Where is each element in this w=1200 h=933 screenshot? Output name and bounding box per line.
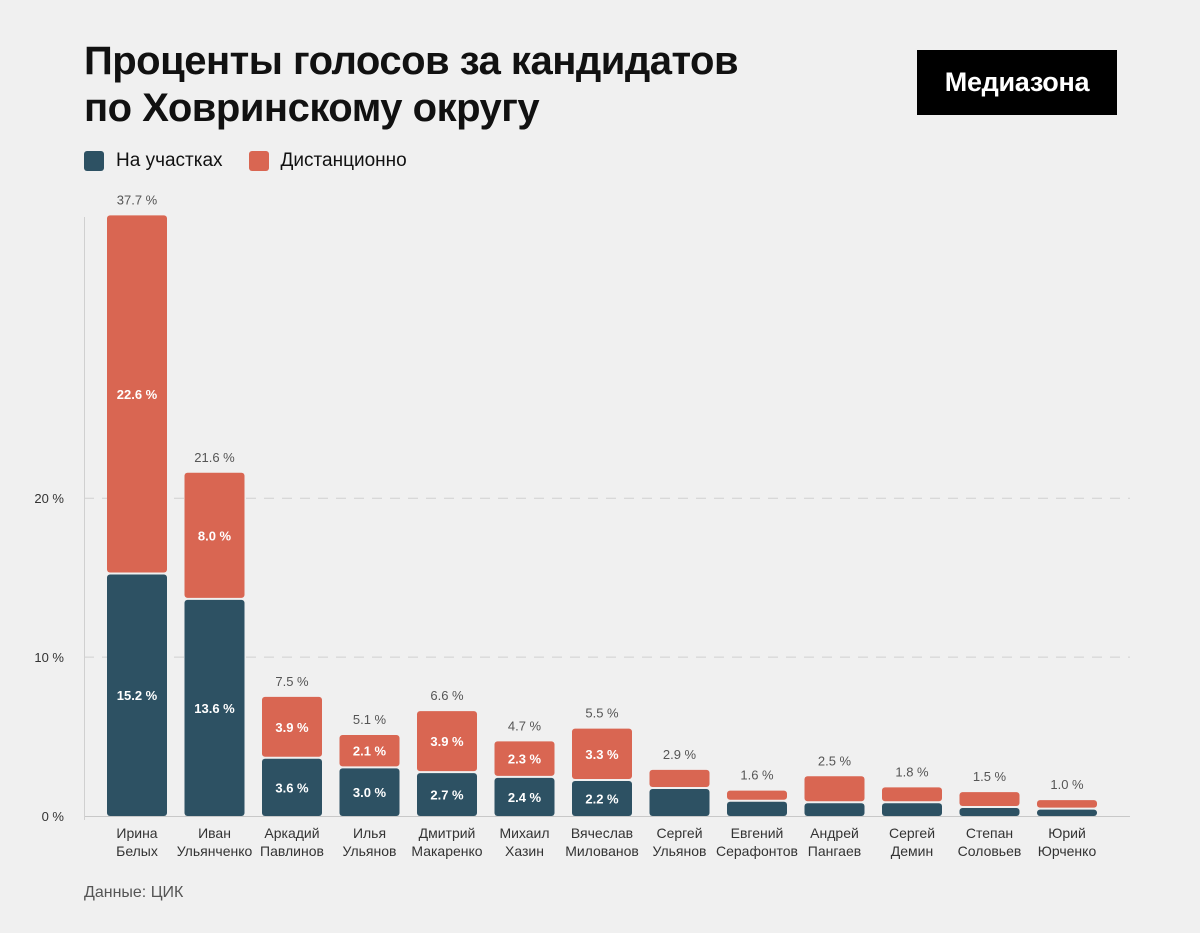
legend-label-in-person: На участках <box>116 150 223 171</box>
category-label-3-0: Илья <box>353 825 386 841</box>
bar-remote-5 <box>494 741 555 776</box>
y-tick-label-2: 20 % <box>34 491 64 506</box>
category-label-0-0: Ирина <box>116 825 157 841</box>
category-label-0-1: Белых <box>116 843 158 859</box>
total-label-7: 2.9 % <box>663 747 697 762</box>
bar-remote-9 <box>804 776 865 802</box>
category-label-9-1: Пангаев <box>808 843 861 859</box>
category-label-12-0: Юрий <box>1048 825 1086 841</box>
category-label-4-0: Дмитрий <box>419 825 476 841</box>
label-in-person-4: 2.7 % <box>430 788 464 803</box>
bar-remote-10 <box>882 787 942 802</box>
total-label-5: 4.7 % <box>508 718 542 733</box>
total-label-4: 6.6 % <box>430 688 464 703</box>
category-label-12-1: Юрченко <box>1038 843 1097 859</box>
category-label-11-0: Степан <box>966 825 1013 841</box>
total-label-9: 2.5 % <box>818 753 852 768</box>
total-label-3: 5.1 % <box>353 712 387 727</box>
category-label-9-0: Андрей <box>810 825 859 841</box>
bar-remote-8 <box>727 790 787 800</box>
bar-in-person-11 <box>959 808 1020 816</box>
total-label-10: 1.8 % <box>895 764 929 779</box>
label-remote-2: 3.9 % <box>275 720 309 735</box>
bar-in-person-5 <box>494 777 555 816</box>
chart-title-line-2: по Ховринскому округу <box>84 86 540 130</box>
bar-in-person-12 <box>1037 809 1097 816</box>
label-in-person-5: 2.4 % <box>508 790 542 805</box>
mediazona-logo: Медиазона <box>917 50 1117 115</box>
category-label-5-0: Михаил <box>499 825 549 841</box>
category-label-11-1: Соловьев <box>958 843 1022 859</box>
bar-remote-0 <box>107 215 167 573</box>
legend-swatch-in-person <box>84 151 104 171</box>
bar-in-person-9 <box>804 803 865 816</box>
category-label-5-1: Хазин <box>505 843 544 859</box>
y-tick-label-1: 10 % <box>34 650 64 665</box>
label-remote-6: 3.3 % <box>585 747 619 762</box>
legend-item-remote: Дистанционно <box>248 150 407 172</box>
total-label-11: 1.5 % <box>973 769 1007 784</box>
bar-in-person-8 <box>727 801 787 816</box>
category-label-1-1: Ульянченко <box>177 843 253 859</box>
bar-remote-3 <box>339 734 400 767</box>
category-label-6-0: Вячеслав <box>571 825 633 841</box>
bar-in-person-1 <box>184 599 245 816</box>
total-label-1: 21.6 % <box>194 450 235 465</box>
total-label-8: 1.6 % <box>740 768 774 783</box>
label-in-person-1: 13.6 % <box>194 701 235 716</box>
bar-in-person-2 <box>262 758 322 816</box>
bar-remote-12 <box>1037 800 1097 808</box>
bar-remote-2 <box>262 696 322 757</box>
legend-swatch-remote <box>248 151 269 171</box>
total-label-0: 37.7 % <box>117 192 158 207</box>
bar-remote-7 <box>649 769 710 787</box>
category-label-4-1: Макаренко <box>411 843 482 859</box>
category-label-2-1: Павлинов <box>260 843 324 859</box>
label-in-person-6: 2.2 % <box>585 792 619 807</box>
bar-remote-6 <box>572 728 632 780</box>
chart-legend: На участках Дистанционно <box>84 150 433 172</box>
bar-in-person-7 <box>649 788 710 816</box>
legend-item-in-person: На участках <box>84 150 223 172</box>
y-tick-label-0: 0 % <box>42 809 65 824</box>
bar-remote-1 <box>184 472 245 598</box>
category-label-10-1: Демин <box>891 843 933 859</box>
label-in-person-0: 15.2 % <box>117 688 158 703</box>
total-label-2: 7.5 % <box>275 674 309 689</box>
label-in-person-2: 3.6 % <box>275 780 309 795</box>
category-label-2-0: Аркадий <box>264 825 319 841</box>
chart-title-line-1: Проценты голосов за кандидатов <box>84 39 739 83</box>
bar-in-person-6 <box>572 781 632 816</box>
total-label-12: 1.0 % <box>1050 777 1084 792</box>
label-remote-4: 3.9 % <box>430 734 464 749</box>
data-source-note: Данные: ЦИК <box>84 884 184 901</box>
label-remote-1: 8.0 % <box>198 528 232 543</box>
category-label-1-0: Иван <box>198 825 231 841</box>
category-label-8-1: Серафонтов <box>716 843 798 859</box>
chart-title: Проценты голосов за кандидатов по Ховрин… <box>84 38 844 132</box>
label-remote-3: 2.1 % <box>353 744 387 759</box>
category-label-3-1: Ульянов <box>343 843 397 859</box>
category-label-7-1: Ульянов <box>653 843 707 859</box>
category-label-7-0: Сергей <box>656 825 702 841</box>
category-label-8-0: Евгений <box>731 825 784 841</box>
bar-in-person-0 <box>107 574 167 816</box>
label-remote-0: 22.6 % <box>117 387 158 402</box>
label-in-person-3: 3.0 % <box>353 785 387 800</box>
total-label-6: 5.5 % <box>585 706 619 721</box>
category-label-10-0: Сергей <box>889 825 935 841</box>
bar-in-person-3 <box>339 768 400 816</box>
label-remote-5: 2.3 % <box>508 752 542 767</box>
bar-in-person-10 <box>882 803 942 816</box>
legend-label-remote: Дистанционно <box>280 150 407 171</box>
bar-remote-11 <box>959 792 1020 807</box>
category-label-6-1: Милованов <box>565 843 639 859</box>
bar-in-person-4 <box>417 773 477 816</box>
bar-remote-4 <box>417 711 477 772</box>
